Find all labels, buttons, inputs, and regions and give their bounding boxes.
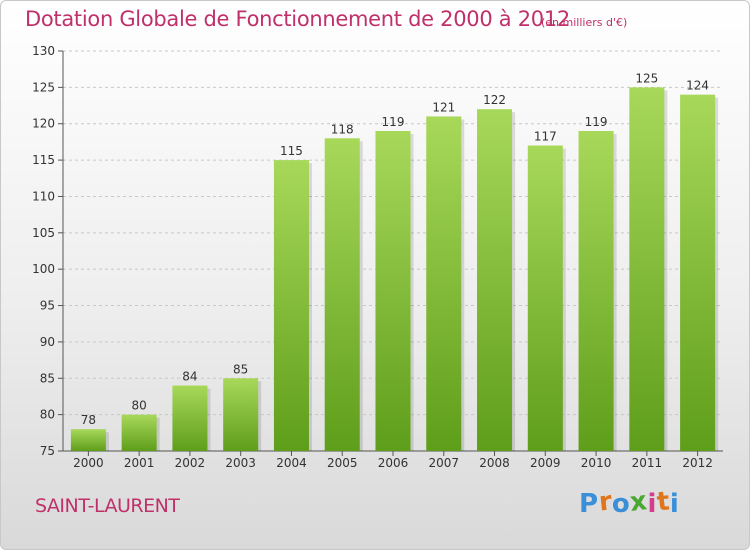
x-tick-label: 2008 (479, 456, 510, 470)
labels: 75 80 85 90 95 100 105 110 115 120 125 130 78 2000 80 2… (32, 44, 713, 470)
y-tick-label: 115 (32, 153, 55, 167)
x-tick-label: 2012 (682, 456, 713, 470)
y-tick-label: 75 (40, 444, 55, 458)
x-tick-label: 2005 (327, 456, 358, 470)
bar-2000 (70, 429, 106, 451)
data-label-2001: 80 (132, 399, 147, 413)
bar-2004 (273, 160, 309, 451)
logo-letter: P (579, 489, 599, 519)
logo-letter: x (628, 486, 650, 518)
y-tick-label: 110 (32, 189, 55, 203)
y-tick-label: 125 (32, 80, 55, 94)
bar-2005 (324, 138, 360, 452)
data-label-2012: 124 (686, 79, 709, 93)
x-tick-label: 2000 (73, 456, 104, 470)
bar-2006 (375, 131, 411, 451)
chart-units: (en milliers d'€) (541, 16, 628, 29)
data-label-2000: 78 (81, 413, 96, 427)
y-tick-label: 95 (40, 299, 55, 313)
y-tick-label: 105 (32, 226, 55, 240)
data-label-2003: 85 (233, 362, 248, 376)
y-tick-label: 85 (40, 371, 55, 385)
bar-2009 (527, 145, 563, 451)
bar-2001 (121, 414, 157, 451)
bar-2010 (578, 131, 614, 451)
logo-letter: i (669, 489, 680, 519)
x-tick-label: 2010 (581, 456, 612, 470)
data-label-2008: 122 (483, 93, 506, 107)
chart-title: Dotation Globale de Fonctionnement de 20… (25, 7, 570, 31)
x-tick-label: 2009 (530, 456, 561, 470)
x-tick-label: 2003 (225, 456, 256, 470)
y-tick-label: 80 (40, 408, 55, 422)
x-tick-label: 2006 (378, 456, 409, 470)
x-tick-label: 2004 (276, 456, 307, 470)
logo-letter: o (611, 489, 631, 519)
bar-2012 (680, 94, 716, 452)
x-tick-label: 2002 (175, 456, 206, 470)
data-label-2007: 121 (432, 100, 455, 114)
y-tick-label: 130 (32, 44, 55, 58)
logo-letter: i (647, 489, 657, 519)
y-tick-label: 90 (40, 335, 55, 349)
data-label-2002: 84 (182, 370, 197, 384)
bar-2003 (223, 378, 259, 451)
bars (70, 87, 719, 452)
bar-2011 (629, 87, 665, 451)
logo-letter: r (597, 486, 614, 518)
bar-2007 (426, 116, 462, 452)
proxiti-logo: Proxiti (579, 486, 680, 519)
commune-name: SAINT-LAURENT (35, 495, 180, 517)
y-tick-label: 100 (32, 262, 55, 276)
y-tick-label: 120 (32, 117, 55, 131)
bar-2008 (477, 109, 513, 451)
data-label-2011: 125 (635, 71, 658, 85)
data-label-2004: 115 (280, 144, 303, 158)
data-label-2006: 119 (382, 115, 405, 129)
x-tick-label: 2011 (632, 456, 663, 470)
data-label-2009: 117 (534, 130, 557, 144)
data-label-2010: 119 (585, 115, 608, 129)
x-tick-label: 2007 (428, 456, 459, 470)
x-tick-label: 2001 (124, 456, 155, 470)
bar-2002 (172, 385, 208, 451)
data-label-2005: 118 (331, 122, 354, 136)
